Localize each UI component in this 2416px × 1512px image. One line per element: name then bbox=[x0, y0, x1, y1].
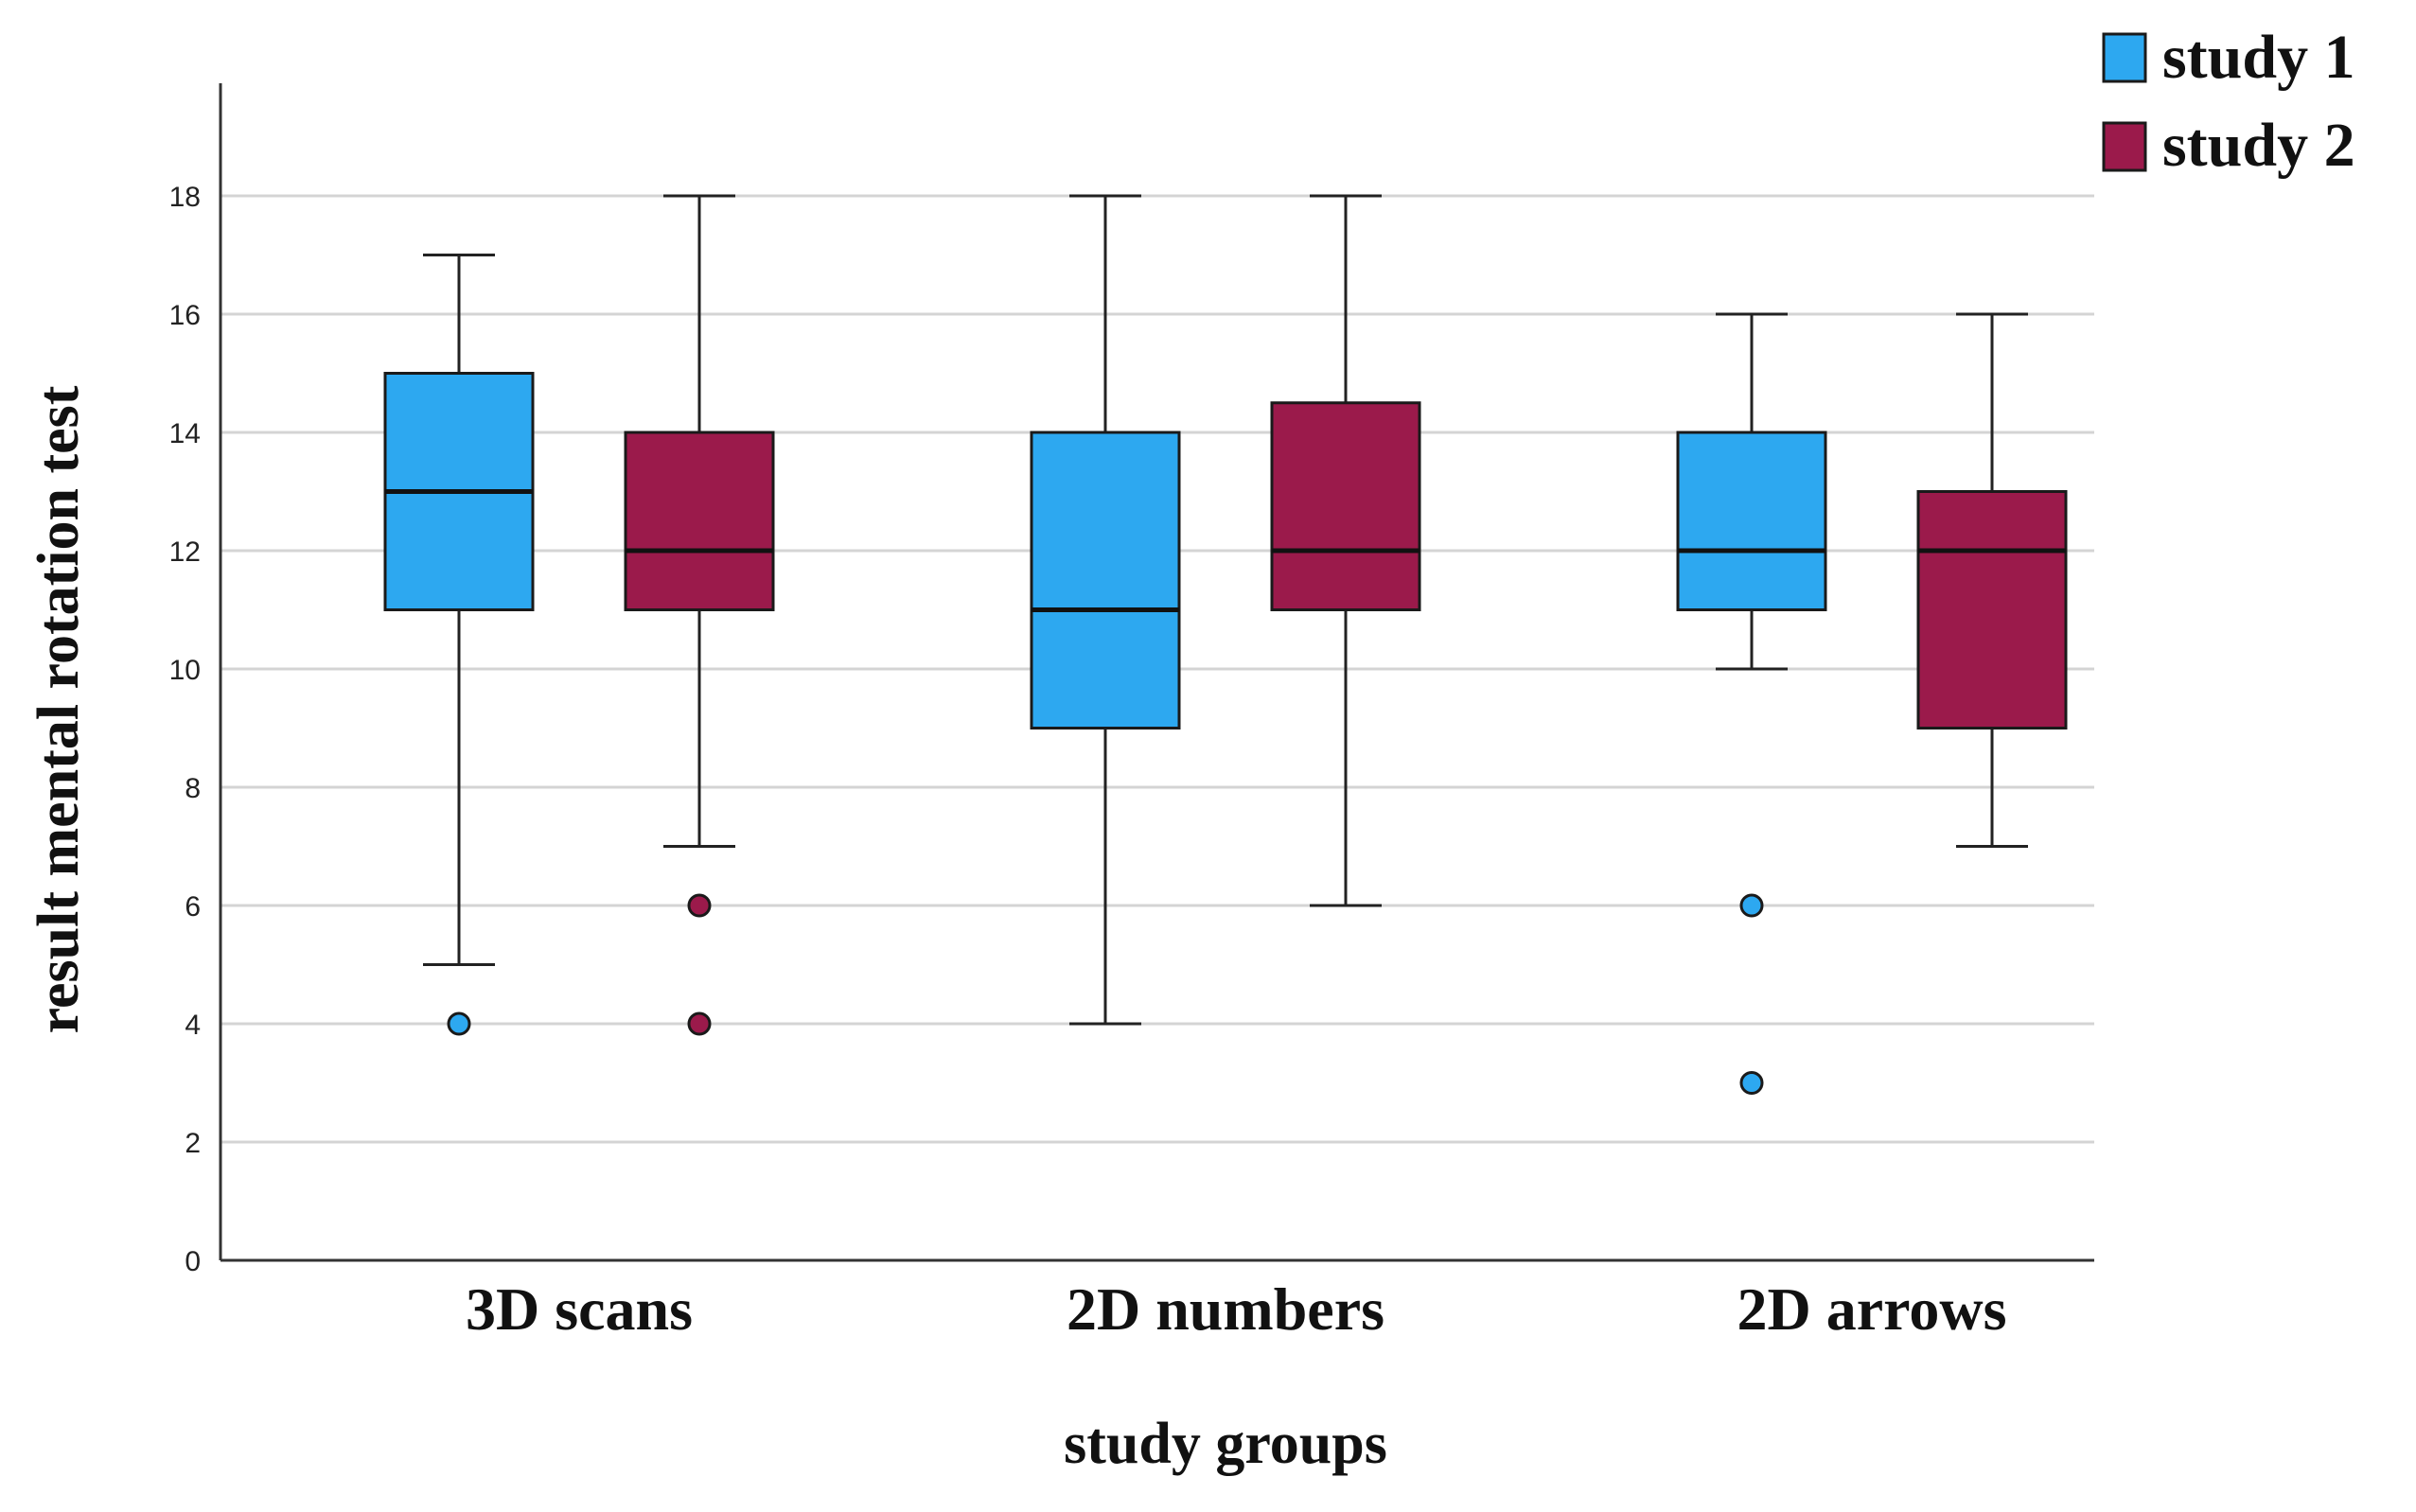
box-2-1 bbox=[1270, 194, 1421, 907]
box-iqr bbox=[1030, 431, 1181, 730]
box-2-0 bbox=[624, 194, 775, 1036]
x-category-label-1: 2D numbers bbox=[1067, 1275, 1384, 1343]
y-axis-title: result mental rotation test bbox=[26, 385, 91, 1033]
legend-swatch-study-2 bbox=[2102, 121, 2147, 172]
legend-swatch-study-1 bbox=[2102, 32, 2147, 83]
axes bbox=[219, 83, 2094, 1262]
legend: study 1 study 2 bbox=[2102, 23, 2355, 180]
outlier-point bbox=[687, 1011, 712, 1036]
y-tick-label-4: 4 bbox=[185, 1010, 201, 1041]
x-category-label-0: 3D scans bbox=[466, 1275, 693, 1343]
y-tick-label-0: 0 bbox=[185, 1246, 201, 1277]
x-category-label-2: 2D arrows bbox=[1737, 1275, 2007, 1343]
box-1-2 bbox=[1676, 312, 1827, 1095]
legend-label-study-2: study 2 bbox=[2162, 111, 2355, 180]
y-tick-label-10: 10 bbox=[169, 655, 201, 686]
y-tick-label-14: 14 bbox=[169, 418, 201, 449]
box-iqr bbox=[1676, 431, 1827, 611]
y-tick-label-8: 8 bbox=[185, 773, 201, 804]
y-tick-label-16: 16 bbox=[169, 300, 201, 331]
x-category-labels: 3D scans 2D numbers 2D arrows bbox=[466, 1275, 2007, 1343]
y-tick-label-6: 6 bbox=[185, 891, 201, 923]
x-axis-title: study groups bbox=[1064, 1412, 1387, 1476]
legend-label-study-1: study 1 bbox=[2162, 23, 2355, 92]
outlier-point bbox=[687, 893, 712, 918]
y-tick-label-12: 12 bbox=[169, 536, 201, 568]
box-series bbox=[383, 194, 2068, 1095]
box-iqr bbox=[1916, 490, 2068, 730]
y-tick-label-18: 18 bbox=[169, 182, 201, 213]
box-2-2 bbox=[1916, 312, 2068, 848]
y-tick-labels: 0 2 4 6 8 10 12 14 16 18 bbox=[169, 182, 201, 1277]
box-1-0 bbox=[383, 254, 535, 1036]
box-iqr bbox=[1270, 401, 1421, 611]
outlier-point bbox=[1739, 893, 1764, 918]
outlier-point bbox=[447, 1011, 471, 1036]
outlier-point bbox=[1739, 1071, 1764, 1095]
y-tick-label-2: 2 bbox=[185, 1128, 201, 1159]
box-iqr bbox=[624, 431, 775, 611]
box-1-1 bbox=[1030, 194, 1181, 1026]
